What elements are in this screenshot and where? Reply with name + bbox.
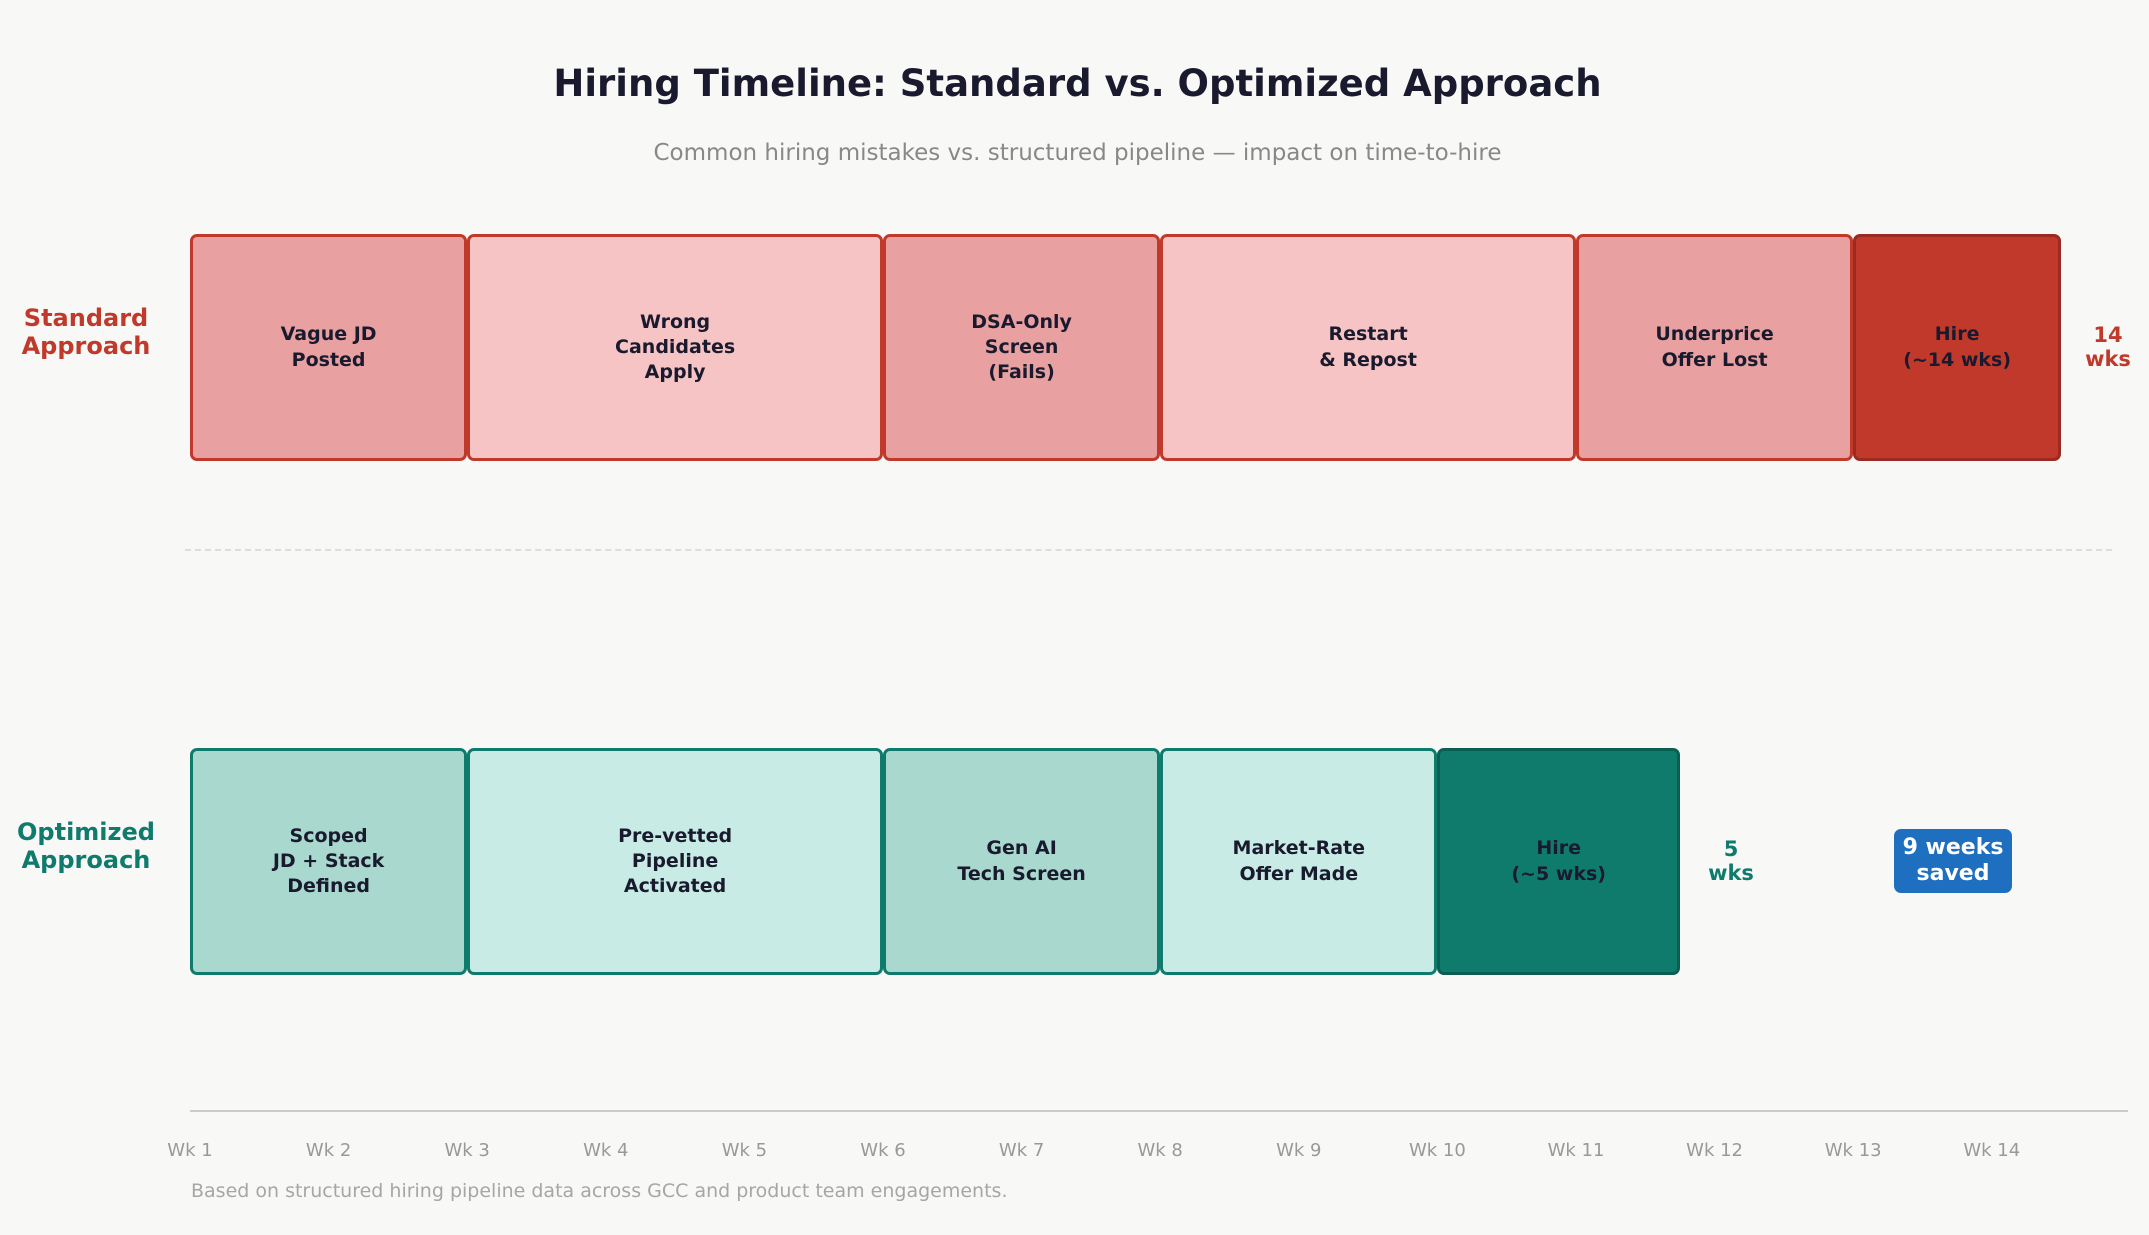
standard-segment-2-label: Wrong Candidates Apply bbox=[615, 310, 736, 384]
x-tick-label: Wk 12 bbox=[1686, 1140, 1744, 1161]
standard-segment-3-label: DSA-Only Screen (Fails) bbox=[971, 310, 1072, 384]
standard-segment-5: Underprice Offer Lost bbox=[1576, 234, 1854, 461]
optimized-segment-5-label: Hire (~5 wks) bbox=[1511, 837, 1606, 885]
optimized-segment-4-label: Market-Rate Offer Made bbox=[1232, 837, 1366, 885]
standard-segment-6-label: Hire (~14 wks) bbox=[1903, 323, 2012, 371]
x-tick-label: Wk 10 bbox=[1408, 1140, 1466, 1161]
standard-segment-1-label: Vague JD Posted bbox=[280, 323, 377, 371]
x-tick-label: Wk 5 bbox=[721, 1140, 768, 1161]
optimized-segment-3-label: Gen AI Tech Screen bbox=[957, 837, 1086, 885]
optimized-segment-1: Scoped JD + Stack Defined bbox=[190, 748, 468, 975]
x-tick-label: Wk 2 bbox=[305, 1140, 352, 1161]
optimized-segment-2-label: Pre-vetted Pipeline Activated bbox=[618, 824, 733, 898]
standard-segment-3: DSA-Only Screen (Fails) bbox=[883, 234, 1161, 461]
standard-segment-5-label: Underprice Offer Lost bbox=[1655, 323, 1774, 371]
optimized-segment-1-label: Scoped JD + Stack Defined bbox=[272, 824, 385, 898]
standard-segment-1: Vague JD Posted bbox=[190, 234, 468, 461]
x-axis-line bbox=[190, 1110, 2128, 1112]
standard-segment-4-label: Restart & Repost bbox=[1319, 323, 1417, 371]
standard-segment-4: Restart & Repost bbox=[1160, 234, 1576, 461]
standard-segment-2: Wrong Candidates Apply bbox=[467, 234, 883, 461]
optimized-total-label: 5 wks bbox=[1708, 837, 1754, 886]
row-divider bbox=[185, 549, 2112, 551]
x-tick-label: Wk 11 bbox=[1547, 1140, 1605, 1161]
optimized-segment-4: Market-Rate Offer Made bbox=[1160, 748, 1438, 975]
x-tick-label: Wk 6 bbox=[860, 1140, 906, 1161]
x-tick-label: Wk 1 bbox=[167, 1140, 213, 1161]
x-tick-label: Wk 4 bbox=[583, 1140, 629, 1161]
standard-segment-6: Hire (~14 wks) bbox=[1853, 234, 2062, 461]
x-tick-label: Wk 3 bbox=[444, 1140, 490, 1161]
footnote: Based on structured hiring pipeline data… bbox=[191, 1180, 1008, 1202]
standard-total-label: 14 wks bbox=[2085, 323, 2131, 372]
optimized-segment-2: Pre-vetted Pipeline Activated bbox=[467, 748, 883, 975]
x-tick-label: Wk 13 bbox=[1824, 1140, 1882, 1161]
x-tick-label: Wk 14 bbox=[1963, 1140, 2021, 1161]
x-tick-label: Wk 9 bbox=[1276, 1140, 1322, 1161]
x-tick-label: Wk 8 bbox=[1137, 1140, 1183, 1161]
optimized-segment-3: Gen AI Tech Screen bbox=[883, 748, 1161, 975]
standard-row-label: Standard Approach bbox=[21, 304, 151, 360]
chart-subtitle: Common hiring mistakes vs. structured pi… bbox=[653, 140, 1502, 166]
chart-title: Hiring Timeline: Standard vs. Optimized … bbox=[553, 62, 1602, 105]
optimized-segment-5: Hire (~5 wks) bbox=[1437, 748, 1680, 975]
weeks-saved-badge: 9 weeks saved bbox=[1894, 829, 2012, 893]
x-tick-label: Wk 7 bbox=[998, 1140, 1045, 1161]
optimized-row-label: Optimized Approach bbox=[17, 818, 155, 874]
